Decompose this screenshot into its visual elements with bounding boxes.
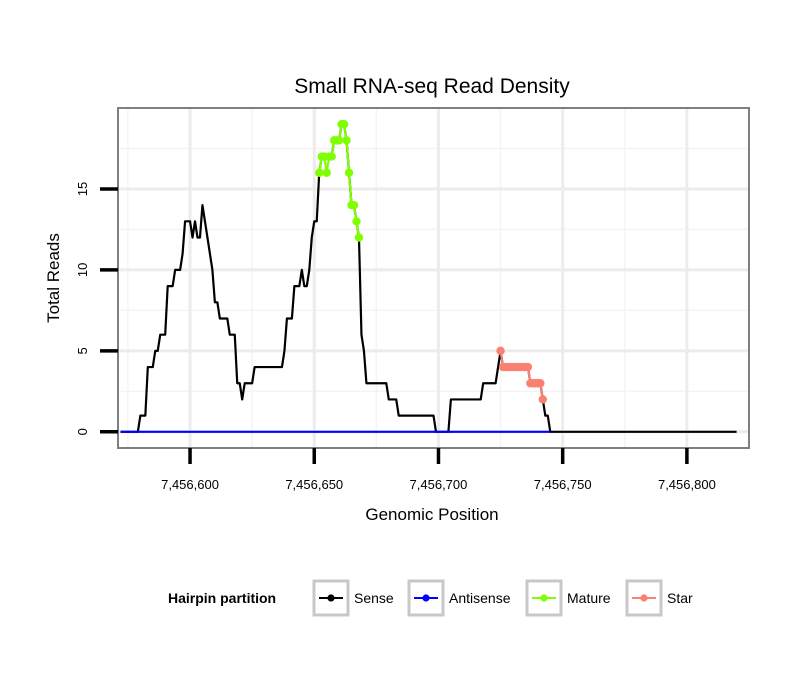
series-line-sense (120, 123, 737, 433)
legend-item-sense: Sense (312, 579, 394, 617)
series-star (496, 346, 548, 404)
x-tick-label: 7,456,600 (161, 477, 219, 492)
legend-key-point (422, 594, 430, 602)
data-point-mature (334, 136, 344, 145)
data-point-mature (354, 233, 364, 242)
y-tick-label: 0 (75, 428, 90, 435)
grid-minor (118, 108, 749, 448)
y-axis-title: Total Reads (44, 233, 63, 323)
x-axis: 7,456,600 7,456,650 7,456,700 7,456,750 7,45… (161, 448, 716, 492)
x-tick-label: 7,456,650 (285, 477, 343, 492)
legend-item-antisense: Antisense (407, 579, 511, 617)
data-point-mature (349, 200, 359, 210)
series-layer (120, 119, 737, 433)
y-tick-label: 5 (75, 347, 90, 354)
data-point-mature (344, 168, 354, 177)
legend-key-point (540, 594, 548, 602)
legend-label: Sense (354, 590, 394, 606)
series-mature (315, 119, 364, 242)
data-point-star (538, 395, 548, 404)
data-point-mature (342, 136, 351, 145)
legend: Hairpin partition Sense Antisense Mature St… (168, 579, 693, 617)
data-point-mature (322, 168, 331, 177)
data-point-mature (315, 168, 324, 177)
plot-panel (117, 107, 750, 449)
x-tick-label: 7,456,700 (410, 477, 468, 492)
legend-title: Hairpin partition (168, 590, 276, 606)
data-point-star (523, 362, 533, 372)
y-axis: 0 5 10 15 (75, 182, 118, 435)
x-tick-label: 7,456,750 (534, 477, 592, 492)
legend-label: Star (667, 590, 693, 606)
x-axis-title: Genomic Position (365, 505, 498, 524)
legend-label: Mature (567, 590, 611, 606)
legend-item-mature: Mature (525, 579, 611, 617)
y-tick-label: 15 (75, 182, 90, 196)
legend-label: Antisense (449, 590, 511, 606)
plot-border (117, 107, 750, 449)
data-point-star (536, 379, 545, 388)
data-point-mature (327, 152, 336, 161)
y-tick-label: 10 (75, 263, 90, 277)
x-tick-label: 7,456,800 (658, 477, 716, 492)
legend-item-star: Star (625, 579, 693, 617)
data-point-mature (339, 119, 349, 129)
legend-key-point (640, 594, 648, 602)
data-point-mature (352, 217, 361, 226)
chart-title: Small RNA-seq Read Density (294, 75, 570, 98)
series-sense (120, 123, 737, 433)
data-point-star (496, 346, 505, 356)
legend-key-point (327, 594, 335, 602)
